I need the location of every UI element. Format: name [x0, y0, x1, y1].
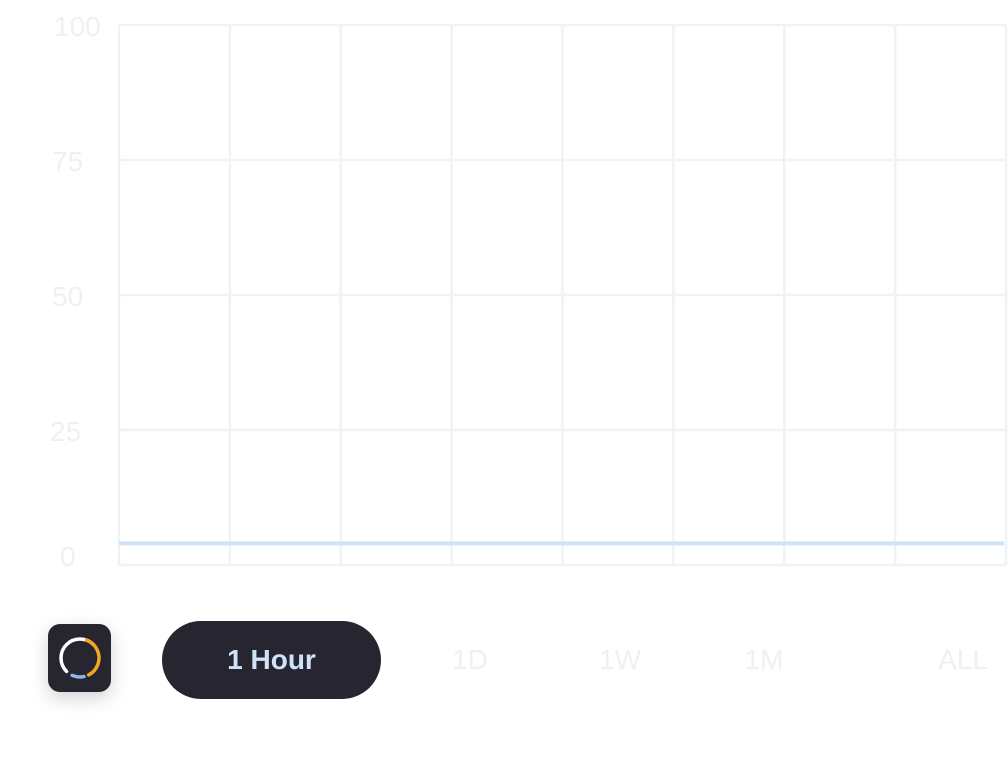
range-button-1-hour[interactable]: 1 Hour	[162, 621, 381, 699]
range-button-1d[interactable]: 1D	[430, 621, 510, 699]
loading-ring-icon[interactable]	[48, 624, 111, 692]
y-tick-label: 25	[50, 416, 81, 447]
time-range-controls: 1 Hour 1D 1W 1M ALL	[0, 600, 1008, 765]
chart-grid	[117, 23, 1008, 567]
y-tick-label: 75	[52, 146, 83, 177]
range-button-all[interactable]: ALL	[920, 621, 1006, 699]
line-chart: 100 75 50 25 0	[50, 11, 1008, 572]
range-button-1w[interactable]: 1W	[580, 621, 660, 699]
range-button-1m[interactable]: 1M	[724, 621, 804, 699]
y-tick-label: 100	[54, 11, 101, 42]
y-tick-label: 0	[60, 541, 76, 572]
y-axis-ticks: 100 75 50 25 0	[50, 11, 101, 572]
y-tick-label: 50	[52, 281, 83, 312]
